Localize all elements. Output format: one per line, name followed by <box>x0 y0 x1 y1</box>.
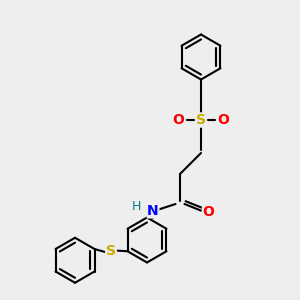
Text: N: N <box>147 204 159 218</box>
Text: O: O <box>202 205 214 218</box>
Text: S: S <box>106 244 116 258</box>
Text: S: S <box>196 113 206 127</box>
Text: O: O <box>172 113 184 127</box>
Text: H: H <box>132 200 141 214</box>
Text: O: O <box>218 113 230 127</box>
